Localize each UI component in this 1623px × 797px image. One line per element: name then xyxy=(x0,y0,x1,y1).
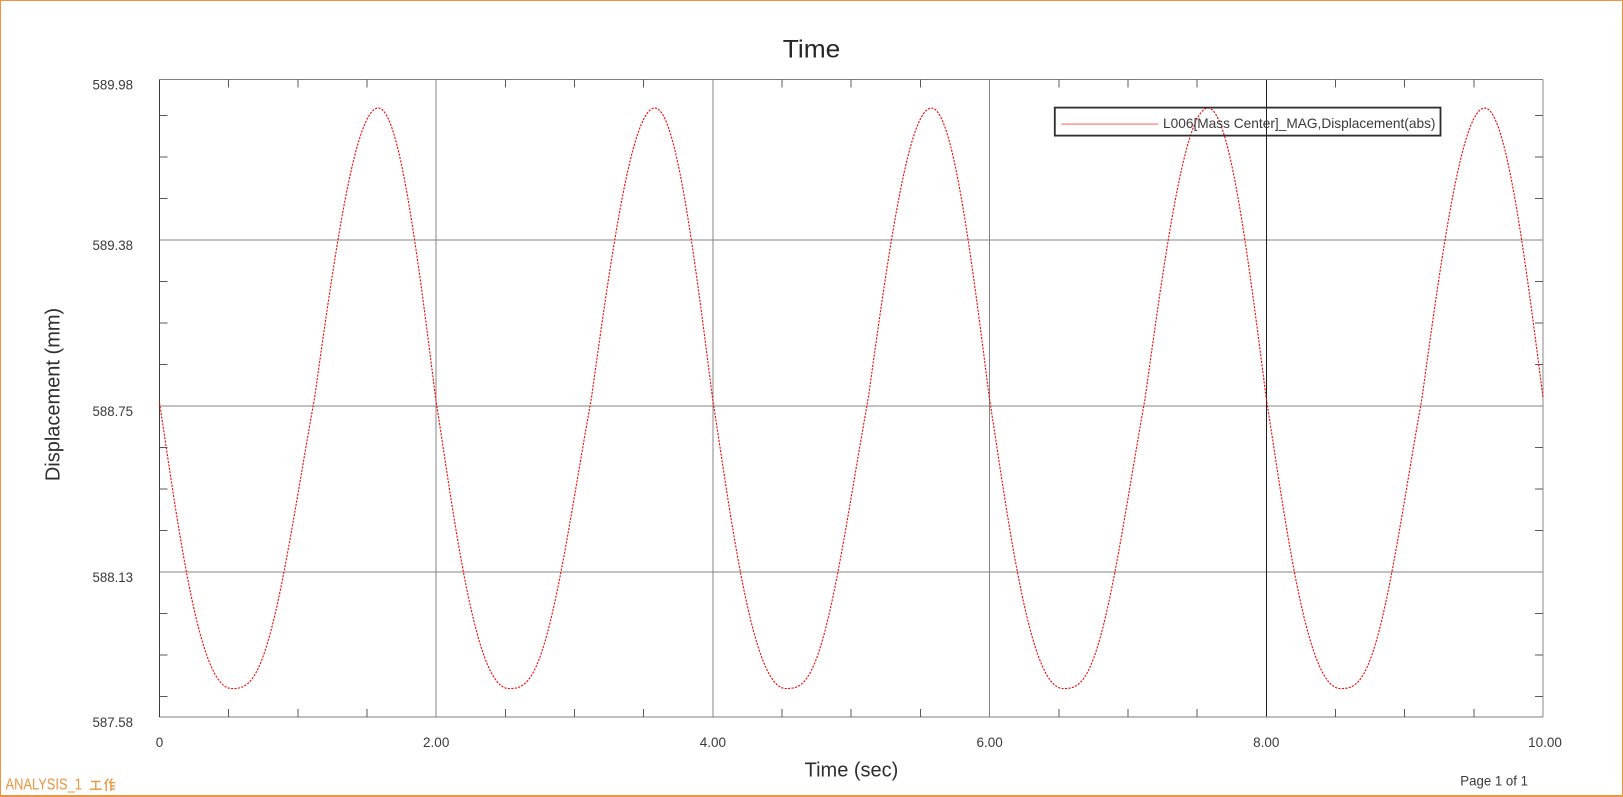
svg-text:6.00: 6.00 xyxy=(976,735,1002,750)
svg-text:0: 0 xyxy=(156,735,164,750)
svg-text:588.75: 588.75 xyxy=(93,403,134,419)
svg-text:Displacement (mm): Displacement (mm) xyxy=(43,308,65,481)
svg-text:ANALYSIS_1: ANALYSIS_1 xyxy=(5,777,81,794)
svg-text:8.00: 8.00 xyxy=(1253,735,1279,750)
svg-text:589.38: 589.38 xyxy=(93,237,134,253)
svg-text:Time: Time xyxy=(783,36,841,64)
svg-text:10.00: 10.00 xyxy=(1528,735,1562,750)
svg-text:Time (sec): Time (sec) xyxy=(805,759,899,781)
svg-text:Page 1 of 1: Page 1 of 1 xyxy=(1460,773,1528,789)
svg-text:588.13: 588.13 xyxy=(93,569,134,585)
svg-text:2.00: 2.00 xyxy=(423,735,449,750)
svg-text:L006[Mass Center]_MAG,Displace: L006[Mass Center]_MAG,Displacement(abs) xyxy=(1163,115,1436,131)
svg-text:4.00: 4.00 xyxy=(700,735,726,750)
svg-text:587.58: 587.58 xyxy=(93,714,134,730)
svg-text:589.98: 589.98 xyxy=(93,76,134,92)
